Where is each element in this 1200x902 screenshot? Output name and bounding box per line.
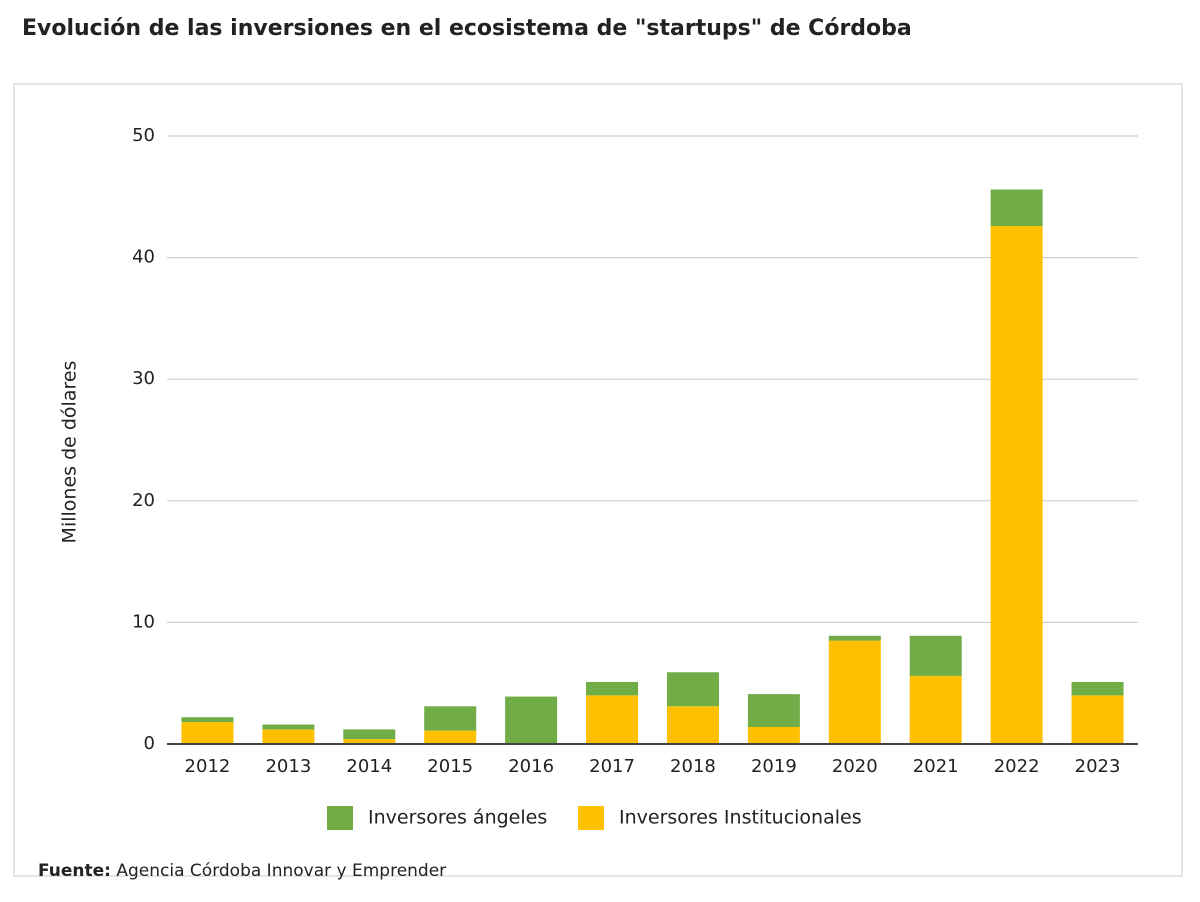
bar-segment xyxy=(181,717,234,723)
source-label: Fuente: xyxy=(38,861,111,881)
bar-segment xyxy=(747,726,800,744)
x-tick-label: 2022 xyxy=(994,756,1040,777)
legend-label: Inversores ángeles xyxy=(368,807,547,829)
bar-segment xyxy=(343,729,396,740)
x-tick-label: 2015 xyxy=(427,756,473,777)
x-tick-label: 2014 xyxy=(346,756,392,777)
y-tick-label: 0 xyxy=(144,733,155,754)
x-tick-label: 2023 xyxy=(1075,756,1121,777)
bar-segment xyxy=(424,730,477,744)
legend-label: Inversores Institucionales xyxy=(619,807,862,829)
x-tick-label: 2020 xyxy=(832,756,878,777)
source-text: Agencia Córdoba Innovar y Emprender xyxy=(116,861,446,881)
x-tick-label: 2017 xyxy=(589,756,635,777)
bar-segment xyxy=(909,635,962,676)
chart-title: Evolución de las inversiones en el ecosi… xyxy=(22,16,912,41)
source: Fuente: Agencia Córdoba Innovar y Empren… xyxy=(38,861,446,881)
x-tick-label: 2018 xyxy=(670,756,716,777)
bar-segment xyxy=(586,695,639,744)
y-tick-label: 20 xyxy=(132,490,155,511)
bar-segment xyxy=(424,706,477,731)
bar-segment xyxy=(586,681,639,696)
y-tick-label: 30 xyxy=(132,368,155,389)
bar-segment xyxy=(747,694,800,727)
bar-segment xyxy=(343,739,396,744)
bar-segment xyxy=(828,635,881,641)
bar-segment xyxy=(666,706,719,744)
bar-segment xyxy=(1071,681,1124,696)
bar-segment xyxy=(505,696,558,744)
bar-segment xyxy=(262,729,315,744)
x-tick-label: 2013 xyxy=(265,756,311,777)
legend-swatch xyxy=(578,806,604,830)
y-tick-label: 50 xyxy=(132,125,155,146)
bar-segment xyxy=(828,640,881,744)
x-tick-label: 2016 xyxy=(508,756,554,777)
bar-segment xyxy=(1071,695,1124,744)
x-tick-label: 2012 xyxy=(185,756,231,777)
bar-segment xyxy=(262,724,315,730)
y-axis-label: Millones de dólares xyxy=(59,361,81,544)
bar-segment xyxy=(990,225,1043,744)
x-tick-label: 2019 xyxy=(751,756,797,777)
bar-segment xyxy=(909,675,962,744)
bar-segment xyxy=(666,672,719,707)
bar-segment xyxy=(990,189,1043,226)
y-tick-label: 40 xyxy=(132,247,155,268)
y-tick-label: 10 xyxy=(132,611,155,632)
bar-segment xyxy=(181,722,234,744)
legend-swatch xyxy=(327,806,353,830)
x-tick-label: 2021 xyxy=(913,756,959,777)
